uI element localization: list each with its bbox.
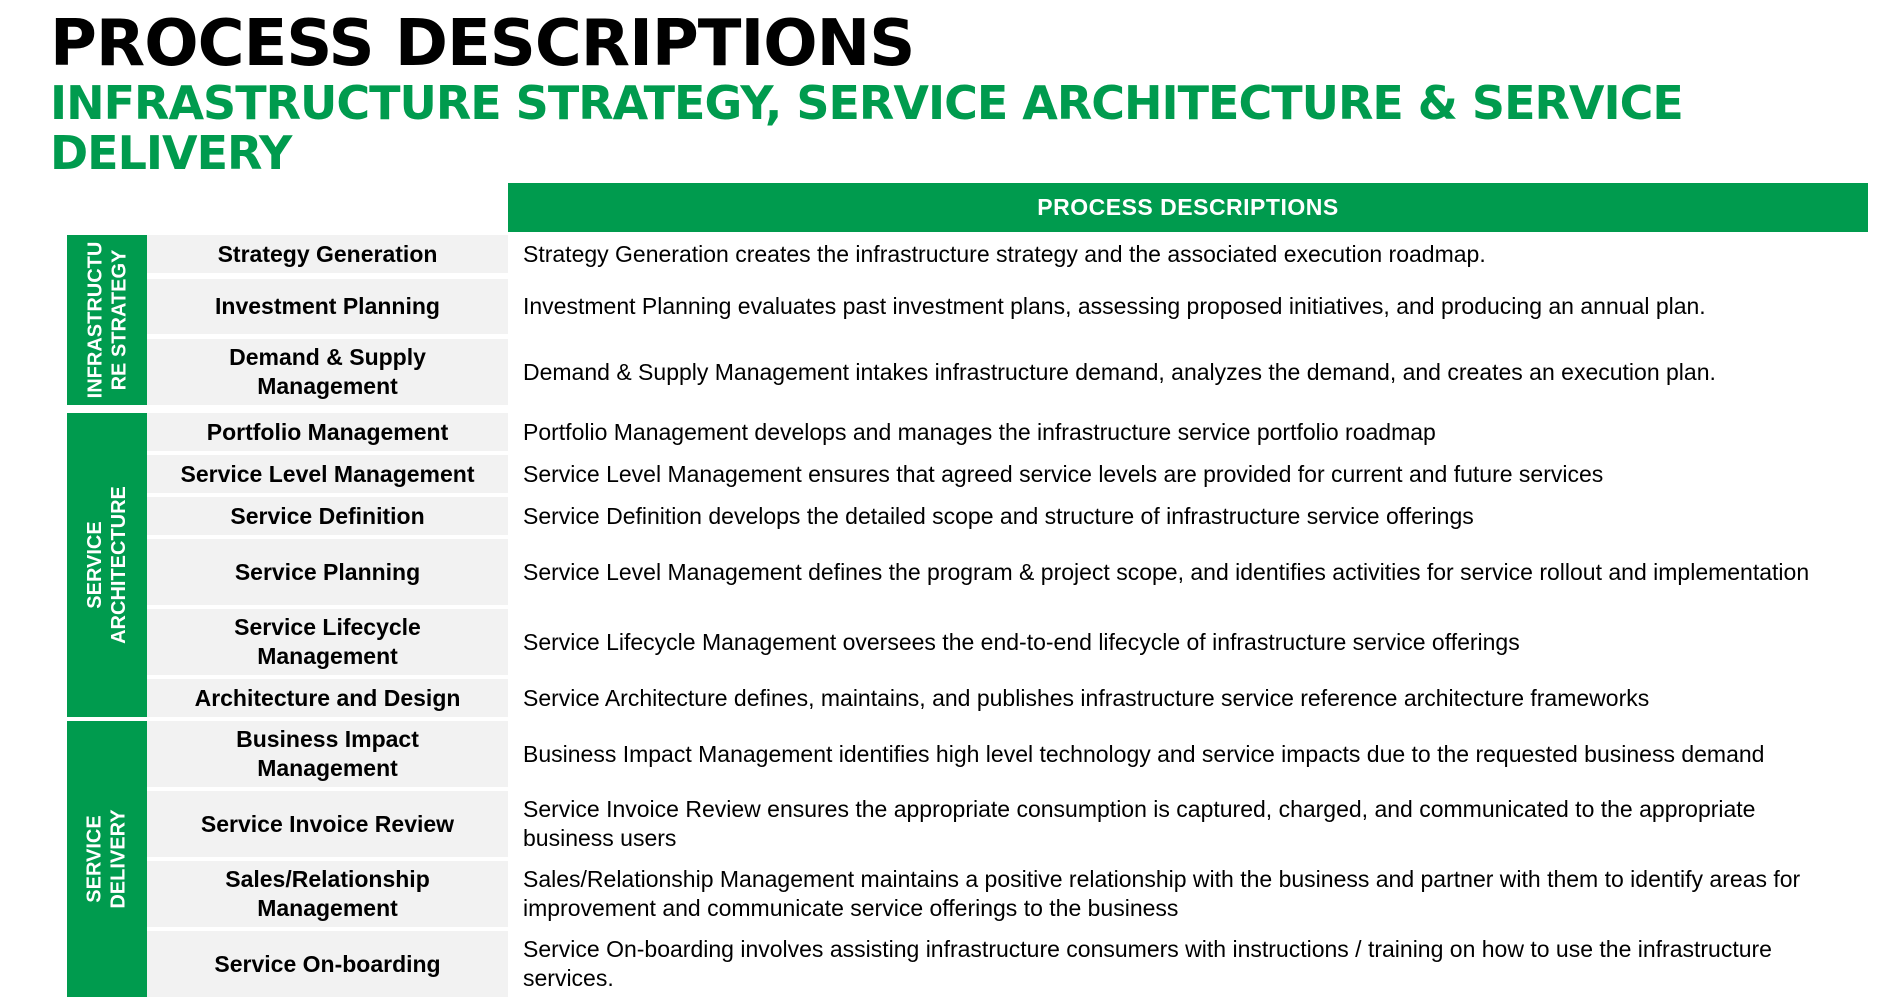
table-row: Investment Planning Investment Planning e…: [147, 279, 1868, 334]
process-description: Business Impact Management identifies hi…: [523, 740, 1765, 767]
process-name: Service Invoice Review: [147, 791, 508, 857]
table-row: Service Planning Service Level Management…: [147, 539, 1868, 605]
table-row: Business Impact Management Business Impac…: [147, 721, 1868, 787]
process-name: Service Planning: [147, 539, 508, 605]
group-label-text: SERVICE ARCHITECTURE: [84, 486, 131, 644]
process-name: Investment Planning: [147, 279, 508, 334]
table-row: Sales/Relationship Management Sales/Relat…: [147, 861, 1868, 927]
process-description: Service Architecture defines, maintains,…: [523, 684, 1650, 711]
process-name: Service Level Management: [147, 455, 508, 493]
process-name: Architecture and Design: [147, 679, 508, 717]
process-description: Service Level Management ensures that ag…: [523, 460, 1604, 487]
process-name: Strategy Generation: [147, 235, 508, 273]
table-row: Service Lifecycle Management Service Life…: [147, 609, 1868, 675]
table-row: Service On-boarding Service On-boarding i…: [147, 931, 1868, 997]
process-name: Service Lifecycle Management: [147, 609, 508, 675]
group-label-text: INFRASTRUCTU RE STRATEGY: [84, 241, 130, 399]
table-row: Service Level Management Service Level Ma…: [147, 455, 1868, 493]
group-label: INFRASTRUCTU RE STRATEGY: [67, 235, 147, 405]
process-description: Service Definition develops the detailed…: [523, 502, 1474, 529]
process-description: Investment Planning evaluates past inves…: [523, 293, 1706, 319]
page-title: PROCESS DESCRIPTIONS: [50, 7, 915, 81]
process-description: Portfolio Management develops and manage…: [523, 418, 1436, 445]
table-row: Strategy Generation Strategy Generation c…: [147, 235, 1868, 273]
process-name: Service Definition: [147, 497, 508, 535]
process-description: Strategy Generation creates the infrastr…: [523, 240, 1486, 267]
process-description: Service Lifecycle Management oversees th…: [523, 628, 1520, 655]
process-description: Service Level Management defines the pro…: [523, 558, 1810, 585]
group-label-text: SERVICE DELIVERY: [84, 809, 130, 909]
process-description: Demand & Supply Management intakes infra…: [523, 358, 1716, 385]
group-label: SERVICE ARCHITECTURE: [67, 413, 147, 717]
process-description: Sales/Relationship Management maintains …: [523, 866, 1801, 921]
process-name: Service On-boarding: [147, 931, 508, 997]
group-label: SERVICE DELIVERY: [67, 721, 147, 997]
table-row: Service Definition Service Definition dev…: [147, 497, 1868, 535]
process-name: Sales/Relationship Management: [147, 861, 508, 927]
table-row: Portfolio Management Portfolio Management…: [147, 413, 1868, 451]
process-name: Demand & Supply Management: [147, 339, 508, 405]
process-description: Service On-boarding involves assisting i…: [523, 936, 1772, 991]
table-row: Architecture and Design Service Architect…: [147, 679, 1868, 717]
table-row: Demand & Supply Management Demand & Suppl…: [147, 339, 1868, 405]
process-name: Portfolio Management: [147, 413, 508, 451]
process-name: Business Impact Management: [147, 721, 508, 787]
table-row: Service Invoice Review Service Invoice Re…: [147, 791, 1868, 857]
table-column-header: PROCESS DESCRIPTIONS: [508, 183, 1868, 232]
page-subtitle: INFRASTRUCTURE STRATEGY, SERVICE ARCHITE…: [50, 76, 1684, 180]
process-description: Service Invoice Review ensures the appro…: [523, 796, 1756, 851]
